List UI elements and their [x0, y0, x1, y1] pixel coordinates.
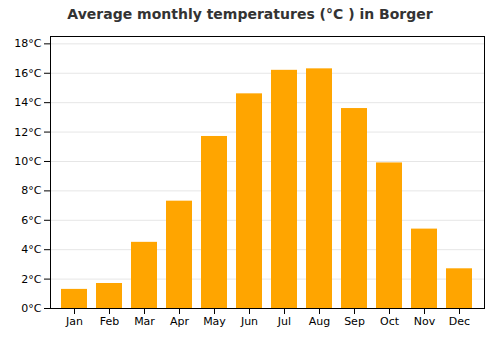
svg-text:Mar: Mar [134, 315, 155, 328]
html-text:Average monthly temperatures (: Average monthly temperatures (°C ) in Bo… [67, 6, 433, 22]
svg-text:10°C: 10°C [14, 155, 41, 168]
svg-text:18°C: 18°C [14, 37, 41, 50]
svg-text:0°C: 0°C [21, 302, 41, 315]
svg-text:6°C: 6°C [21, 214, 41, 227]
svg-text:Jun: Jun [240, 315, 258, 328]
svg-text:8°C: 8°C [21, 184, 41, 197]
svg-text:May: May [203, 315, 226, 328]
svg-text:4°C: 4°C [21, 243, 41, 256]
svg-text:Feb: Feb [100, 315, 119, 328]
svg-text:Apr: Apr [170, 315, 190, 328]
svg-text:Jul: Jul [277, 315, 291, 328]
svg-text:16°C: 16°C [14, 67, 41, 80]
svg-text:Jan: Jan [65, 315, 83, 328]
svg-text:Aug: Aug [309, 315, 330, 328]
svg-text:12°C: 12°C [14, 126, 41, 139]
svg-text:2°C: 2°C [21, 273, 41, 286]
svg-text:14°C: 14°C [14, 96, 41, 109]
svg-text:Dec: Dec [449, 315, 470, 328]
svg-text:Sep: Sep [344, 315, 365, 328]
svg-text:Oct: Oct [380, 315, 400, 328]
svg-text:Nov: Nov [414, 315, 436, 328]
